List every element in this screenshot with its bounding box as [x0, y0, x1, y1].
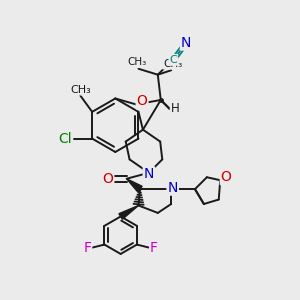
Text: O: O: [136, 94, 148, 109]
Text: O: O: [221, 170, 232, 184]
Text: CH₃: CH₃: [163, 59, 182, 69]
Text: F: F: [150, 241, 158, 254]
Text: C: C: [169, 55, 177, 65]
Text: N: N: [144, 167, 154, 181]
Text: N: N: [167, 181, 178, 195]
Text: Cl: Cl: [58, 132, 72, 145]
Text: CH₃: CH₃: [128, 57, 147, 67]
Text: N: N: [181, 36, 191, 50]
Text: CH₃: CH₃: [70, 85, 91, 94]
Text: O: O: [102, 172, 113, 186]
Text: F: F: [83, 241, 91, 254]
Text: H: H: [171, 102, 179, 116]
Polygon shape: [127, 179, 142, 192]
Polygon shape: [119, 206, 139, 219]
